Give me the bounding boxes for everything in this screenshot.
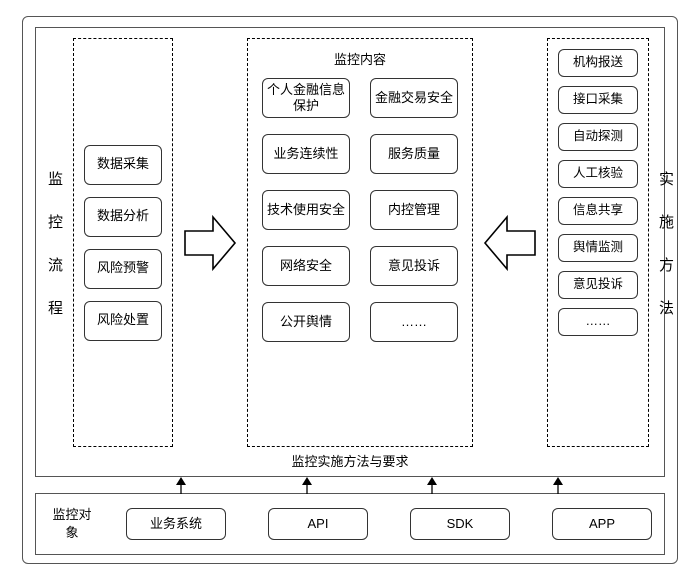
- vlabel-char: 实: [659, 168, 674, 189]
- up-connector-arrows: [36, 477, 664, 494]
- vlabel-char: 监: [48, 168, 63, 189]
- methods-col: 机构报送 接口采集 自动探测 人工核验 信息共享 舆情监测 意见投诉 ……: [547, 38, 649, 447]
- method-box: ……: [558, 308, 638, 336]
- content-grid: 个人金融信息保护 金融交易安全 业务连续性 服务质量 技术使用安全 内控管理 网…: [258, 76, 462, 344]
- method-box: 信息共享: [558, 197, 638, 225]
- vlabel-char: 法: [659, 297, 674, 318]
- content-title: 监控内容: [334, 49, 386, 68]
- content-box: 业务连续性: [262, 134, 350, 174]
- vlabel-char: 控: [48, 211, 63, 232]
- content-box: 内控管理: [370, 190, 458, 230]
- step-box: 数据采集: [84, 145, 162, 185]
- subject-box: SDK: [410, 508, 510, 540]
- method-box: 人工核验: [558, 160, 638, 188]
- step-box: 数据分析: [84, 197, 162, 237]
- process-flow-col: 数据采集 数据分析 风险预警 风险处置: [73, 38, 173, 447]
- outer-frame: 监 控 流 程 数据采集 数据分析 风险预警 风险处置: [22, 16, 678, 564]
- subjects-label-text: 监控对象: [52, 507, 91, 540]
- methods-caption: 监控实施方法与要求: [48, 447, 652, 470]
- method-box: 接口采集: [558, 86, 638, 114]
- content-box: 技术使用安全: [262, 190, 350, 230]
- big-arrow-left-icon: [483, 38, 537, 447]
- step-box: 风险处置: [84, 301, 162, 341]
- method-box: 机构报送: [558, 49, 638, 77]
- subjects-frame: 监控对象 业务系统 API SDK APP: [35, 493, 665, 555]
- methods-frame: 监 控 流 程 数据采集 数据分析 风险预警 风险处置: [35, 27, 665, 477]
- right-vlabel: 实 施 方 法: [659, 38, 674, 447]
- vlabel-char: 方: [659, 254, 674, 275]
- content-box: 公开舆情: [262, 302, 350, 342]
- subject-box: 业务系统: [126, 508, 226, 540]
- vlabel-char: 流: [48, 254, 63, 275]
- step-box: 风险预警: [84, 249, 162, 289]
- method-box: 自动探测: [558, 123, 638, 151]
- subject-box: APP: [552, 508, 652, 540]
- vlabel-char: 程: [48, 297, 63, 318]
- method-box: 舆情监测: [558, 234, 638, 262]
- content-col: 监控内容 个人金融信息保护 金融交易安全 业务连续性 服务质量 技术使用安全 内…: [247, 38, 473, 447]
- big-arrow-right-icon: [183, 38, 237, 447]
- method-box: 意见投诉: [558, 271, 638, 299]
- content-box: 个人金融信息保护: [262, 78, 350, 118]
- methods-body: 监 控 流 程 数据采集 数据分析 风险预警 风险处置: [48, 38, 652, 447]
- vlabel-char: 施: [659, 211, 674, 232]
- content-box: 金融交易安全: [370, 78, 458, 118]
- subjects-label: 监控对象: [48, 506, 96, 542]
- content-box: 网络安全: [262, 246, 350, 286]
- content-box: ……: [370, 302, 458, 342]
- subjects-boxes: 业务系统 API SDK APP: [126, 508, 652, 540]
- left-vlabel: 监 控 流 程: [48, 38, 63, 447]
- content-box: 意见投诉: [370, 246, 458, 286]
- subject-box: API: [268, 508, 368, 540]
- content-box: 服务质量: [370, 134, 458, 174]
